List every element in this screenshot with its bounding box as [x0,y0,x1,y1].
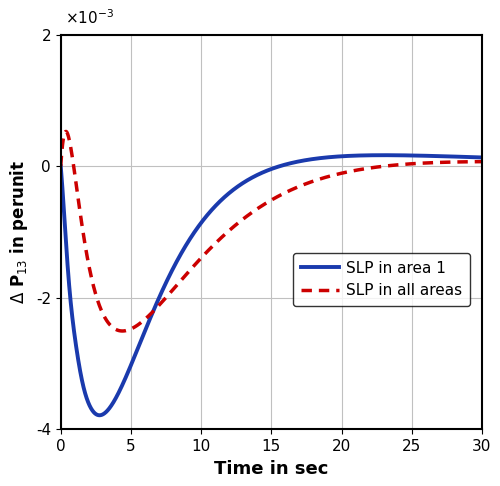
SLP in all areas [58,163,64,169]
SLP in area 1 [332,154,338,160]
SLP in area 1 [134,347,140,352]
SLP in area 1 [404,153,410,158]
Text: $\times10^{-3}$: $\times10^{-3}$ [65,8,114,27]
SLP in area 1 [219,197,225,203]
SLP in area 1 [310,156,316,162]
SLP in all areas [120,328,126,334]
SLP in all areas [134,322,140,328]
SLP in all areas [372,164,378,170]
SLP in area 1 [479,155,485,160]
Line: SLP in all areas: SLP in all areas [60,131,482,331]
SLP in area 1 [96,412,102,418]
SLP in all areas [310,178,316,184]
SLP in area 1 [381,152,387,158]
SLP in all areas [479,159,485,165]
SLP in area 1 [58,163,64,169]
Legend: SLP in area 1, SLP in all areas: SLP in area 1, SLP in all areas [293,253,470,306]
Line: SLP in area 1: SLP in area 1 [60,155,482,415]
X-axis label: Time in sec: Time in sec [214,460,328,478]
SLP in all areas [404,161,410,167]
SLP in all areas [332,172,338,178]
SLP in all areas [219,234,225,240]
SLP in area 1 [372,152,378,158]
Y-axis label: $\Delta$ P$_{13}$ in perunit: $\Delta$ P$_{13}$ in perunit [8,160,30,304]
SLP in all areas [63,128,69,134]
